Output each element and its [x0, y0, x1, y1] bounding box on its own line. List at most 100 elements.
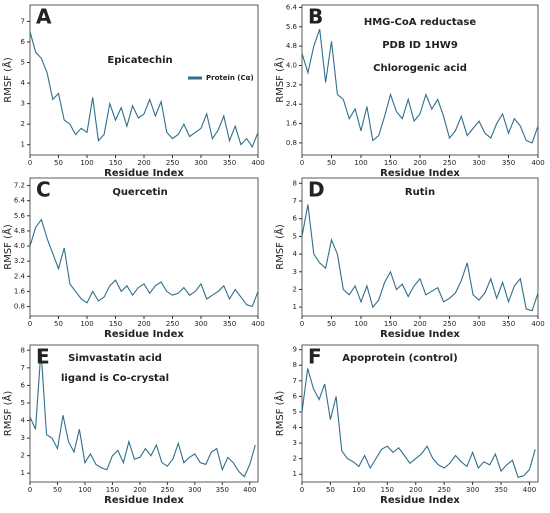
panel-label: B — [308, 5, 323, 29]
annotation: Chlorogenic acid — [373, 63, 467, 74]
x-tick-label: 350 — [502, 320, 515, 328]
x-tick-label: 300 — [194, 320, 207, 328]
x-tick-label: 200 — [413, 159, 426, 167]
legend-label: Protein (Cα) — [206, 74, 254, 82]
x-tick-label: 200 — [137, 159, 150, 167]
annotation: ligand is Co-crystal — [61, 373, 169, 384]
x-tick-label: 400 — [531, 320, 544, 328]
x-tick-label: 150 — [109, 320, 122, 328]
x-tick-label: 0 — [300, 320, 304, 328]
y-tick-label: 8 — [293, 179, 297, 187]
annotation: Simvastatin acid — [68, 353, 162, 364]
y-tick-label: 6 — [293, 392, 298, 400]
rmsf-line — [301, 368, 536, 478]
y-tick-label: 1.6 — [14, 287, 26, 295]
rmsf-line — [29, 218, 259, 308]
y-tick-label: 3 — [21, 434, 25, 442]
x-tick-label: 50 — [327, 159, 336, 167]
annotation: HMG-CoA reductase — [364, 17, 477, 28]
x-tick-label: 400 — [243, 486, 256, 494]
x-tick-label: 0 — [300, 159, 304, 167]
x-tick-label: 100 — [352, 486, 365, 494]
x-axis-label: Residue Index — [380, 168, 460, 179]
y-tick-label: 2.4 — [286, 100, 298, 108]
x-tick-label: 350 — [223, 320, 236, 328]
x-axis-label: Residue Index — [104, 495, 184, 506]
x-tick-label: 150 — [384, 159, 397, 167]
y-tick-label: 1 — [293, 470, 297, 478]
x-tick-label: 350 — [223, 159, 236, 167]
y-axis-label: RMSF (Å) — [1, 391, 14, 437]
x-tick-label: 150 — [109, 159, 122, 167]
annotation: Epicatechin — [107, 55, 172, 66]
y-tick-label: 4.8 — [286, 42, 297, 50]
y-axis-label: RMSF (Å) — [1, 57, 14, 103]
y-tick-label: 6.4 — [286, 3, 298, 11]
x-tick-label: 300 — [472, 320, 485, 328]
x-tick-label: 250 — [166, 320, 179, 328]
y-tick-label: 3.2 — [14, 257, 25, 265]
x-axis-label: Residue Index — [380, 495, 460, 506]
x-tick-label: 100 — [80, 159, 93, 167]
y-tick-label: 2 — [21, 452, 25, 460]
y-tick-label: 2 — [293, 455, 297, 463]
x-axis-label: Residue Index — [380, 329, 460, 340]
x-tick-label: 50 — [326, 486, 335, 494]
annotation: Quercetin — [112, 187, 167, 198]
y-tick-label: 8 — [293, 361, 297, 369]
x-tick-label: 300 — [188, 486, 201, 494]
y-tick-label: 5.6 — [286, 23, 298, 31]
x-tick-label: 50 — [54, 320, 63, 328]
rmsf-line — [301, 29, 539, 144]
y-tick-label: 5 — [293, 232, 297, 240]
y-tick-label: 3 — [21, 100, 25, 108]
y-tick-label: 8 — [21, 346, 25, 354]
x-tick-label: 50 — [327, 320, 336, 328]
x-tick-label: 0 — [28, 486, 32, 494]
y-tick-label: 7 — [21, 364, 25, 372]
y-tick-label: 5 — [293, 408, 297, 416]
x-tick-label: 350 — [502, 159, 515, 167]
panel-label: F — [308, 345, 322, 369]
x-tick-label: 400 — [251, 159, 264, 167]
x-tick-label: 100 — [80, 320, 93, 328]
y-tick-label: 4.0 — [286, 61, 297, 69]
y-tick-label: 4 — [293, 250, 298, 258]
y-tick-label: 7 — [21, 17, 25, 25]
y-tick-label: 0.8 — [14, 303, 25, 311]
x-tick-label: 0 — [28, 320, 32, 328]
x-tick-label: 200 — [133, 486, 146, 494]
y-tick-label: 9 — [293, 346, 297, 354]
x-tick-label: 0 — [28, 159, 32, 167]
x-tick-label: 250 — [161, 486, 174, 494]
x-tick-label: 200 — [413, 320, 426, 328]
x-tick-label: 250 — [443, 159, 456, 167]
y-tick-label: 0.8 — [286, 139, 297, 147]
x-tick-label: 350 — [216, 486, 229, 494]
y-tick-label: 5 — [21, 399, 25, 407]
x-tick-label: 400 — [531, 159, 544, 167]
y-tick-label: 1.6 — [286, 120, 298, 128]
y-tick-label: 4.0 — [14, 242, 25, 250]
x-tick-label: 50 — [54, 159, 63, 167]
x-tick-label: 300 — [472, 159, 485, 167]
y-tick-label: 2 — [293, 285, 297, 293]
y-tick-label: 3 — [293, 268, 297, 276]
y-tick-label: 6 — [293, 215, 298, 223]
x-axis-label: Residue Index — [104, 168, 184, 179]
x-tick-label: 150 — [106, 486, 119, 494]
annotation: PDB ID 1HW9 — [382, 40, 458, 51]
y-axis-label: RMSF (Å) — [273, 391, 286, 437]
rmsf-line — [29, 350, 256, 478]
y-tick-label: 5 — [21, 59, 25, 67]
y-tick-label: 2.4 — [14, 272, 26, 280]
x-tick-label: 400 — [251, 320, 264, 328]
y-tick-label: 6.4 — [14, 197, 26, 205]
y-tick-label: 4 — [293, 424, 298, 432]
plot-frame — [301, 177, 539, 317]
y-axis-label: RMSF (Å) — [1, 224, 14, 270]
panel-label: D — [308, 178, 325, 202]
annotation: Rutin — [405, 187, 435, 198]
annotation: Apoprotein (control) — [342, 353, 457, 364]
x-tick-label: 150 — [384, 320, 397, 328]
